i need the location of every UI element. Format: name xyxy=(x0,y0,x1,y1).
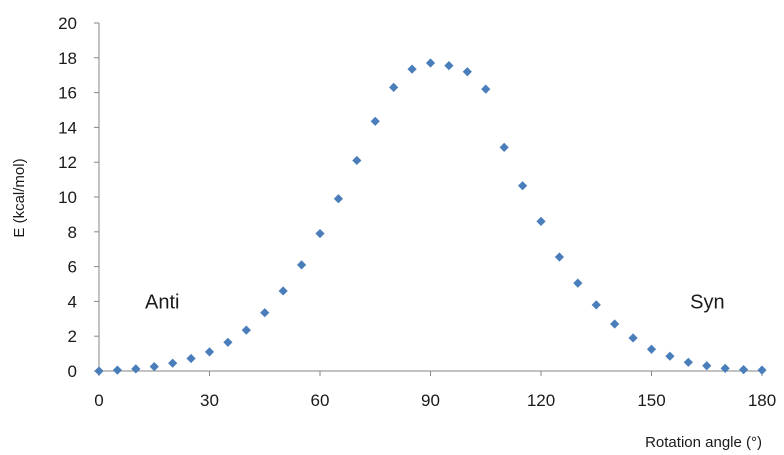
data-point xyxy=(94,366,104,376)
data-point xyxy=(462,67,472,77)
data-point xyxy=(112,365,123,375)
y-tick-label: 18 xyxy=(58,49,77,68)
x-tick-label: 0 xyxy=(94,391,103,410)
annotation-label: Anti xyxy=(145,291,179,313)
y-tick-labels: 0 2 4 6 8 10 12 14 16 18 20 xyxy=(58,14,77,381)
y-tick-label: 10 xyxy=(58,188,77,207)
data-point xyxy=(481,84,491,94)
x-tick-label: 120 xyxy=(527,391,555,410)
x-tick-labels: 0 30 60 90 120 150 180 xyxy=(94,391,776,410)
data-points xyxy=(94,58,767,376)
data-point xyxy=(610,319,620,329)
data-point xyxy=(517,181,528,191)
data-point xyxy=(683,357,693,367)
data-point xyxy=(389,82,399,92)
data-point xyxy=(333,194,344,204)
y-tick-label: 12 xyxy=(58,153,77,172)
x-tick-label: 150 xyxy=(637,391,665,410)
data-point xyxy=(720,363,730,373)
data-point xyxy=(370,116,380,126)
x-tick-label: 30 xyxy=(200,391,219,410)
data-point xyxy=(628,333,638,343)
data-point xyxy=(646,344,657,354)
data-point xyxy=(241,325,251,335)
data-point xyxy=(260,308,270,318)
x-tick-label: 60 xyxy=(311,391,330,410)
data-point xyxy=(499,142,509,153)
data-point xyxy=(665,351,675,361)
x-axis-label: Rotation angle (°) xyxy=(645,434,762,451)
data-point xyxy=(554,252,565,262)
y-tick-label: 4 xyxy=(68,292,77,311)
x-tick-label: 90 xyxy=(421,391,440,410)
y-tick-label: 8 xyxy=(68,223,77,242)
annotations: Anti Syn xyxy=(145,291,725,313)
data-point xyxy=(352,155,362,166)
data-point xyxy=(186,353,196,364)
data-point xyxy=(591,300,601,310)
data-point xyxy=(168,358,178,368)
data-point xyxy=(204,347,215,357)
data-point xyxy=(702,361,712,371)
data-point xyxy=(131,364,141,374)
data-point xyxy=(315,228,325,239)
y-tick-label: 20 xyxy=(58,14,77,33)
data-point xyxy=(757,365,767,375)
data-point xyxy=(573,278,583,288)
annotation-label: Syn xyxy=(690,291,724,313)
data-point xyxy=(407,64,417,74)
y-tick-label: 14 xyxy=(58,118,77,137)
data-point xyxy=(296,260,307,270)
y-tick-label: 6 xyxy=(68,258,77,277)
y-axis-label: E (kcal/mol) xyxy=(11,158,28,237)
axes xyxy=(94,22,763,376)
y-tick-label: 0 xyxy=(68,362,77,381)
y-tick-label: 2 xyxy=(68,327,77,346)
data-point xyxy=(223,337,233,347)
data-point xyxy=(278,286,288,296)
data-point xyxy=(738,365,749,375)
x-tick-label: 180 xyxy=(748,391,776,410)
data-point xyxy=(149,362,159,372)
data-point xyxy=(425,58,436,68)
y-tick-label: 16 xyxy=(58,84,77,103)
data-point xyxy=(444,61,454,71)
data-point xyxy=(536,216,546,226)
